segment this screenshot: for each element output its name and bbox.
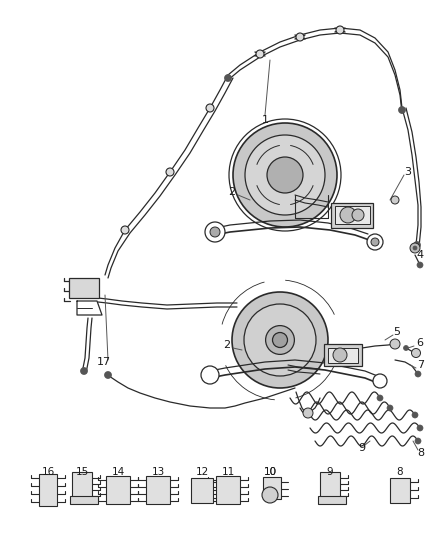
Ellipse shape	[244, 304, 316, 376]
Text: 8: 8	[417, 448, 424, 458]
Circle shape	[417, 425, 423, 431]
Circle shape	[81, 367, 88, 375]
Circle shape	[210, 227, 220, 237]
Circle shape	[333, 348, 347, 362]
Circle shape	[352, 209, 364, 221]
Text: 3: 3	[405, 167, 411, 177]
Circle shape	[377, 395, 383, 401]
Circle shape	[256, 50, 264, 58]
Bar	[335, 206, 370, 224]
Bar	[106, 476, 130, 504]
Bar	[324, 344, 362, 366]
Text: 12: 12	[195, 467, 208, 477]
Text: 8: 8	[397, 467, 403, 477]
Circle shape	[105, 372, 112, 378]
Bar	[263, 477, 281, 499]
Circle shape	[121, 226, 129, 234]
Text: 7: 7	[417, 360, 424, 370]
Bar	[72, 472, 92, 500]
Circle shape	[391, 196, 399, 204]
Bar	[331, 203, 373, 228]
Circle shape	[303, 408, 313, 418]
Circle shape	[390, 339, 400, 349]
Text: 15: 15	[75, 467, 88, 477]
Ellipse shape	[233, 123, 337, 227]
Text: 6: 6	[417, 338, 424, 348]
Circle shape	[412, 412, 418, 418]
Bar	[318, 496, 346, 504]
Text: 4: 4	[417, 250, 424, 260]
Circle shape	[262, 487, 278, 503]
Circle shape	[387, 405, 393, 411]
Circle shape	[415, 371, 421, 377]
Circle shape	[403, 345, 409, 351]
Text: 11: 11	[221, 467, 235, 477]
Bar	[320, 472, 340, 500]
Bar	[69, 278, 99, 298]
Bar	[39, 474, 57, 506]
Circle shape	[206, 104, 214, 112]
Circle shape	[412, 350, 418, 356]
Circle shape	[205, 222, 225, 242]
Bar	[328, 348, 358, 362]
Text: 9: 9	[358, 443, 366, 453]
Ellipse shape	[232, 292, 328, 388]
Circle shape	[399, 107, 406, 114]
Circle shape	[340, 207, 356, 223]
Bar	[216, 476, 240, 504]
Text: 2: 2	[229, 187, 236, 197]
Circle shape	[417, 262, 423, 268]
Circle shape	[367, 234, 383, 250]
Text: 17: 17	[97, 357, 111, 367]
Bar	[390, 478, 410, 503]
Ellipse shape	[245, 135, 325, 215]
Circle shape	[373, 374, 387, 388]
Circle shape	[413, 241, 420, 248]
Text: 14: 14	[111, 467, 125, 477]
Text: 5: 5	[393, 327, 400, 337]
Circle shape	[391, 341, 397, 347]
Circle shape	[166, 168, 174, 176]
Circle shape	[296, 33, 304, 41]
Circle shape	[411, 349, 420, 358]
Circle shape	[371, 238, 379, 246]
Text: 16: 16	[41, 467, 55, 477]
Text: 9: 9	[327, 467, 333, 477]
Circle shape	[413, 246, 417, 250]
Ellipse shape	[272, 333, 287, 348]
Circle shape	[415, 438, 421, 444]
Circle shape	[201, 366, 219, 384]
Circle shape	[410, 243, 420, 253]
Bar	[70, 496, 98, 504]
Circle shape	[225, 75, 232, 82]
Text: 10: 10	[263, 467, 276, 477]
Text: 10: 10	[263, 467, 276, 477]
Bar	[191, 478, 213, 503]
Ellipse shape	[265, 326, 294, 354]
Ellipse shape	[267, 157, 303, 193]
Bar	[146, 476, 170, 504]
Circle shape	[336, 26, 344, 34]
Text: 2: 2	[223, 340, 230, 350]
Text: 13: 13	[152, 467, 165, 477]
Text: 1: 1	[261, 115, 268, 125]
